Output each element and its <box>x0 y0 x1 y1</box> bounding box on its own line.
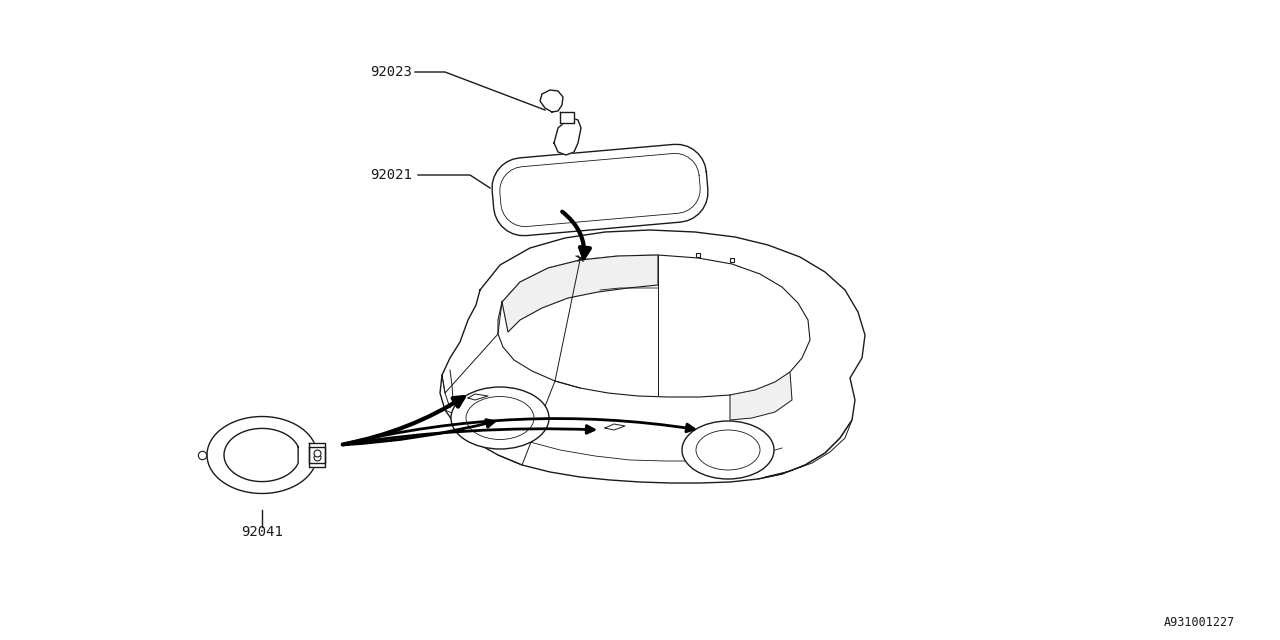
Polygon shape <box>730 372 792 420</box>
Polygon shape <box>540 90 563 112</box>
Text: A931001227: A931001227 <box>1164 616 1235 628</box>
Polygon shape <box>492 145 708 236</box>
Text: 92041: 92041 <box>241 525 283 539</box>
Text: 92021: 92021 <box>370 168 412 182</box>
Ellipse shape <box>466 397 534 440</box>
Polygon shape <box>502 255 658 332</box>
Polygon shape <box>310 447 325 467</box>
Polygon shape <box>207 417 315 493</box>
Polygon shape <box>561 112 573 123</box>
Polygon shape <box>310 444 325 463</box>
Ellipse shape <box>682 421 774 479</box>
Ellipse shape <box>451 387 549 449</box>
Polygon shape <box>554 118 581 155</box>
Polygon shape <box>440 230 865 483</box>
Ellipse shape <box>696 430 760 470</box>
Text: 92023: 92023 <box>370 65 412 79</box>
